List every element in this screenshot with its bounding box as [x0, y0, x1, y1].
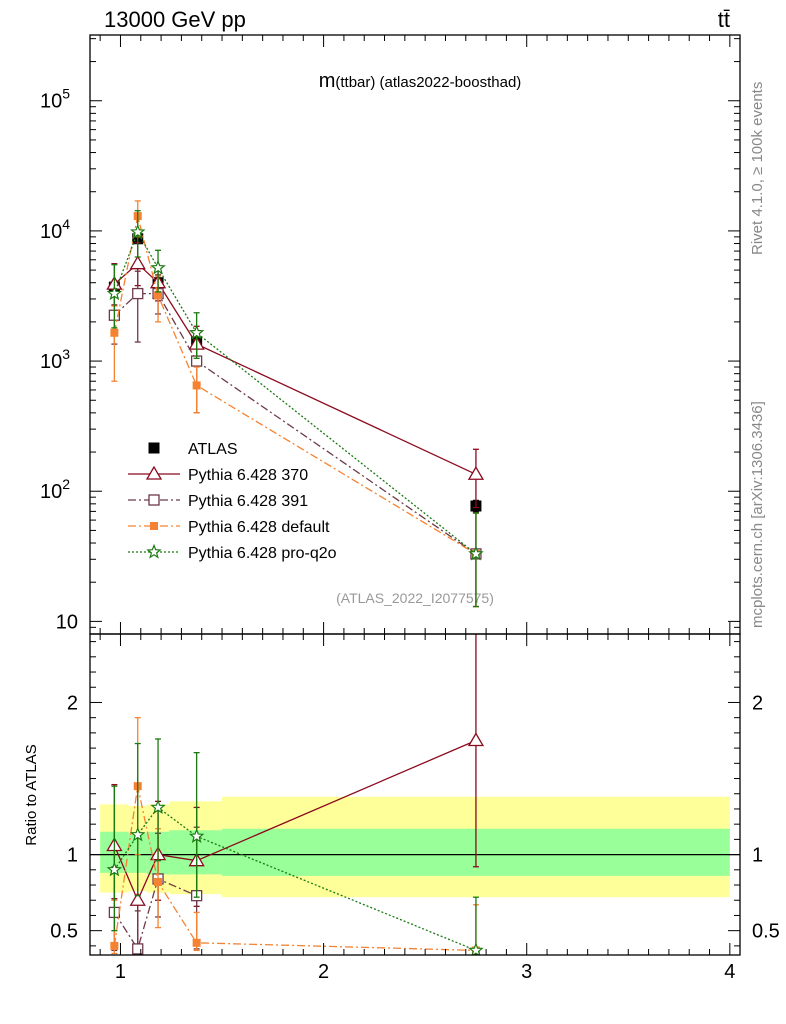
ratio-ylabel: Ratio to ATLAS	[23, 744, 40, 845]
main-plot-panel: m(ttbar) (atlas2022-boosthad) (ATLAS_202…	[40, 34, 741, 635]
legend-item-pq2o: Pythia 6.428 pro-q2o	[128, 543, 337, 562]
ratio-ytick-label-left: 2	[67, 692, 78, 714]
header-right-label: tt̄	[718, 7, 730, 32]
legend-marker-pdefault	[150, 522, 158, 530]
legend-label-p391: Pythia 6.428 391	[188, 493, 308, 510]
main-line-p370	[113, 262, 477, 475]
main-point-pdefault	[192, 381, 201, 390]
main-ytick-label: 104	[40, 216, 70, 243]
ratio-point-pdefault	[154, 877, 163, 886]
main-line-pdefault	[113, 215, 477, 555]
legend-label-pdefault: Pythia 6.428 default	[188, 519, 330, 536]
ratio-series-p370	[106, 634, 485, 955]
ratio-ytick-label-right: 1	[752, 845, 763, 867]
ratio-ytick-label-left: 1	[67, 845, 78, 867]
main-point-pq2o	[129, 223, 146, 239]
legend-marker-p391	[148, 494, 160, 506]
header-left-label: 13000 GeV pp	[104, 7, 246, 32]
legend-label-pq2o: Pythia 6.428 pro-q2o	[188, 545, 337, 562]
legend-item-atlas: ATLAS	[148, 441, 238, 458]
ratio-plot-panel: Ratio to ATLAS 0.5 0.5 1 1 2 2 1 2 3 4	[23, 633, 780, 983]
main-point-pdefault	[154, 291, 163, 300]
ratio-series-pq2o	[106, 738, 484, 955]
ratio-point-pq2o	[188, 828, 205, 843]
main-series-pq2o	[106, 210, 484, 608]
ratio-ytick-label-left: 0.5	[50, 921, 78, 943]
main-line-p391	[113, 292, 477, 555]
mcplots-label: mcplots.cern.ch [arXiv:1306.3436]	[749, 401, 766, 628]
legend-item-p391: Pythia 6.428 391	[128, 493, 308, 510]
main-ytick-label: 105	[40, 86, 70, 113]
ratio-point-pdefault	[192, 938, 201, 947]
main-point-pq2o	[468, 545, 484, 561]
legend-marker-p370	[145, 465, 163, 480]
main-point-pq2o	[188, 324, 205, 340]
main-point-p370	[129, 255, 146, 270]
main-ytick-label: 10	[56, 611, 78, 633]
legend-marker-atlas	[148, 442, 160, 454]
ratio-point-pq2o	[150, 799, 166, 815]
ratio-ytick-label-right: 0.5	[752, 921, 780, 943]
main-point-pq2o	[106, 285, 123, 301]
ratio-line-p391	[113, 878, 197, 951]
main-point-p370	[467, 465, 485, 480]
ratio-point-p370	[129, 891, 146, 906]
ratio-point-pq2o	[106, 861, 123, 877]
ratio-xtick-label: 3	[521, 961, 532, 983]
legend-label-atlas: ATLAS	[188, 441, 238, 458]
plot-title: m(ttbar) (atlas2022-boosthad)	[319, 70, 522, 92]
ratio-point-pq2o	[468, 942, 484, 955]
ratio-xtick-label: 2	[318, 961, 329, 983]
ratio-point-p370	[467, 732, 485, 747]
legend-marker-pq2o	[146, 543, 162, 559]
ratio-ytick-label-right: 2	[752, 692, 763, 714]
rivet-version-label: Rivet 4.1.0, ≥ 100k events	[749, 82, 766, 255]
main-data-layer	[106, 200, 485, 608]
main-point-pq2o	[150, 259, 166, 275]
ratio-frame	[89, 633, 741, 956]
main-point-pdefault	[110, 328, 119, 337]
legend: ATLAS Pythia 6.428 370 Pythia 6.428 391 Pyt…	[128, 441, 337, 562]
ratio-point-p391	[132, 943, 144, 955]
ratio-point-pdefault	[110, 941, 119, 950]
legend-item-pdefault: Pythia 6.428 default	[128, 519, 330, 536]
main-ytick-label: 103	[40, 346, 70, 373]
plot-title-text: (ttbar) (atlas2022-boosthad)	[335, 74, 521, 91]
legend-label-p370: Pythia 6.428 370	[188, 467, 308, 484]
ratio-data-layer	[90, 634, 740, 955]
plot-title-symbol: m	[319, 70, 336, 92]
legend-item-p370: Pythia 6.428 370	[128, 465, 308, 484]
ratio-point-pq2o	[129, 826, 146, 842]
ratio-xtick-label: 4	[724, 961, 735, 983]
main-ytick-label: 102	[40, 476, 70, 503]
watermark-label: (ATLAS_2022_I2077575)	[336, 590, 494, 606]
ratio-xtick-label: 1	[115, 961, 126, 983]
main-point-p391	[132, 287, 144, 300]
main-line-pq2o	[113, 230, 477, 555]
